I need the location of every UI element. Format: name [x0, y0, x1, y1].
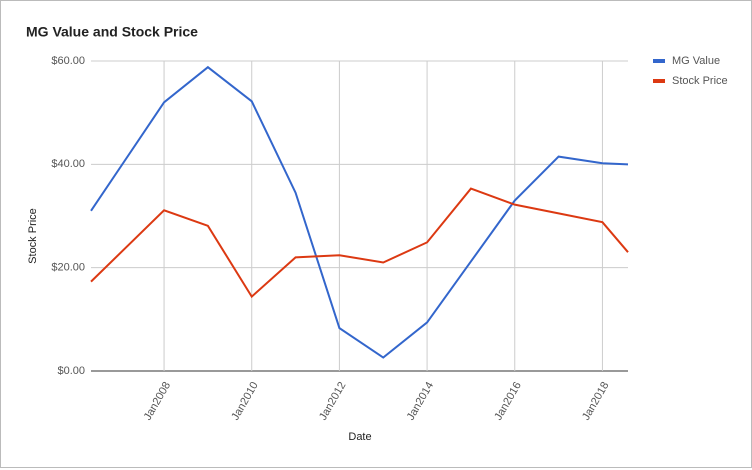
y-axis-label: Stock Price — [27, 208, 39, 264]
line-series — [90, 187, 629, 299]
chart-title: MG Value and Stock Price — [26, 24, 198, 40]
y-tick-label: $0.00 — [57, 365, 85, 377]
y-tick-label: $40.00 — [51, 158, 85, 170]
line-series — [90, 65, 629, 359]
y-tick-label: $60.00 — [51, 55, 85, 67]
x-axis-label: Date — [348, 431, 371, 443]
y-tick-label: $20.00 — [51, 262, 85, 274]
legend-label: Stock Price — [672, 75, 728, 87]
legend-label: MG Value — [672, 55, 720, 67]
